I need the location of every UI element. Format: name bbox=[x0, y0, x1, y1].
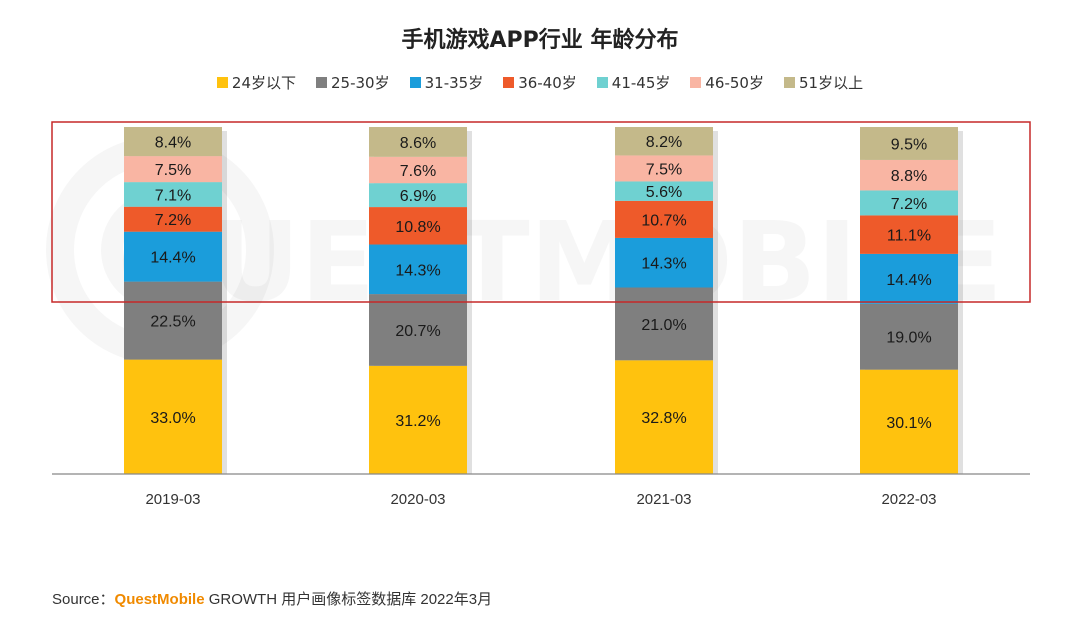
data-label: 14.4% bbox=[886, 272, 931, 289]
bar-segment bbox=[369, 207, 467, 245]
source-brand: QuestMobile bbox=[114, 591, 205, 608]
data-label: 7.5% bbox=[646, 161, 682, 178]
data-label: 5.6% bbox=[646, 184, 682, 201]
chart-title: 手机游戏APP行业 年龄分布 bbox=[401, 28, 679, 53]
data-label: 14.4% bbox=[150, 250, 195, 267]
data-label: 8.8% bbox=[891, 168, 927, 185]
legend-item: 31-35岁 bbox=[409, 72, 484, 93]
data-label: 7.2% bbox=[155, 212, 191, 229]
chart-legend: 24岁以下 25-30岁 31-35岁 36-40岁 41-45岁 46-50岁 51岁以上 bbox=[0, 72, 1080, 93]
data-label: 30.1% bbox=[886, 415, 931, 432]
bar-segment bbox=[615, 200, 713, 238]
legend-label: 25-30岁 bbox=[331, 74, 390, 92]
data-label: 31.2% bbox=[395, 413, 440, 430]
legend-swatch bbox=[409, 77, 421, 88]
data-label: 7.6% bbox=[400, 163, 436, 180]
legend-label: 41-45岁 bbox=[611, 74, 671, 92]
data-label: 14.3% bbox=[641, 256, 686, 273]
x-tick-label: 2020-03 bbox=[390, 491, 445, 508]
data-label: 7.1% bbox=[155, 187, 191, 204]
data-label: 33.0% bbox=[150, 410, 195, 427]
legend-item: 46-50岁 bbox=[690, 72, 764, 93]
bar-segment bbox=[860, 159, 958, 191]
data-label: 8.4% bbox=[155, 135, 191, 152]
legend-label: 24岁以下 bbox=[231, 74, 297, 92]
bar-segment bbox=[860, 215, 958, 254]
data-label: 9.5% bbox=[891, 136, 927, 153]
data-label: 19.0% bbox=[886, 330, 931, 347]
bar-segment bbox=[615, 287, 713, 361]
legend-swatch bbox=[216, 77, 228, 88]
data-label: 7.2% bbox=[891, 196, 927, 213]
x-tick-label: 2022-03 bbox=[881, 491, 936, 508]
data-label: 6.9% bbox=[400, 188, 436, 205]
source-suffix: GROWTH 用户画像标签数据库 2022年3月 bbox=[204, 591, 493, 608]
data-label: 10.8% bbox=[395, 219, 440, 236]
highlight-box bbox=[51, 121, 1031, 303]
legend-swatch bbox=[316, 77, 328, 88]
bar-segment bbox=[369, 294, 467, 366]
bar-segment bbox=[124, 156, 222, 183]
bar-segment bbox=[369, 365, 467, 474]
legend-swatch bbox=[503, 77, 515, 88]
data-label: 10.7% bbox=[641, 212, 686, 229]
data-label: 32.8% bbox=[641, 410, 686, 427]
source-note: Source：QuestMobile GROWTH 用户画像标签数据库 2022… bbox=[52, 588, 492, 609]
bar-segment bbox=[124, 281, 222, 360]
data-label: 22.5% bbox=[150, 314, 195, 331]
bar-segment bbox=[369, 156, 467, 184]
legend-label: 31-35岁 bbox=[424, 74, 484, 92]
legend-item: 36-40岁 bbox=[503, 72, 577, 93]
legend-label: 36-40岁 bbox=[518, 74, 577, 92]
bar-segment bbox=[369, 183, 467, 208]
source-prefix: Source： bbox=[52, 591, 115, 608]
data-label: 21.0% bbox=[641, 317, 686, 334]
bar-segment bbox=[124, 182, 222, 207]
bar-segment bbox=[615, 181, 713, 201]
bar-segment bbox=[615, 237, 713, 288]
legend-item: 41-45岁 bbox=[596, 72, 671, 93]
bar-segment bbox=[615, 127, 713, 156]
bar-segment bbox=[860, 127, 958, 160]
legend-item: 25-30岁 bbox=[316, 72, 390, 93]
bar-segment bbox=[124, 206, 222, 232]
data-label: 7.5% bbox=[155, 162, 191, 179]
bar-segment bbox=[860, 190, 958, 216]
bar-segment bbox=[860, 253, 958, 304]
bar-segment bbox=[615, 360, 713, 474]
legend-label: 46-50岁 bbox=[705, 74, 764, 92]
legend-item: 51岁以上 bbox=[783, 72, 864, 93]
bar-segment bbox=[124, 359, 222, 474]
bar-segment bbox=[124, 231, 222, 282]
bar-segment bbox=[860, 369, 958, 474]
legend-swatch bbox=[783, 77, 795, 88]
data-label: 20.7% bbox=[395, 323, 440, 340]
data-label: 11.1% bbox=[887, 228, 931, 245]
bar-segment bbox=[615, 155, 713, 182]
bar-segment bbox=[369, 127, 467, 157]
data-label: 8.2% bbox=[646, 134, 682, 151]
legend-swatch bbox=[596, 77, 608, 88]
bar-segment bbox=[860, 303, 958, 370]
legend-label: 51岁以上 bbox=[798, 74, 864, 92]
legend-item: 24岁以下 bbox=[216, 72, 297, 93]
x-tick-label: 2019-03 bbox=[145, 491, 200, 508]
bar-segment bbox=[124, 127, 222, 157]
legend-swatch bbox=[690, 77, 702, 88]
data-label: 8.6% bbox=[400, 135, 436, 152]
bar-segment bbox=[369, 244, 467, 295]
data-label: 14.3% bbox=[395, 262, 440, 279]
x-tick-label: 2021-03 bbox=[636, 491, 691, 508]
